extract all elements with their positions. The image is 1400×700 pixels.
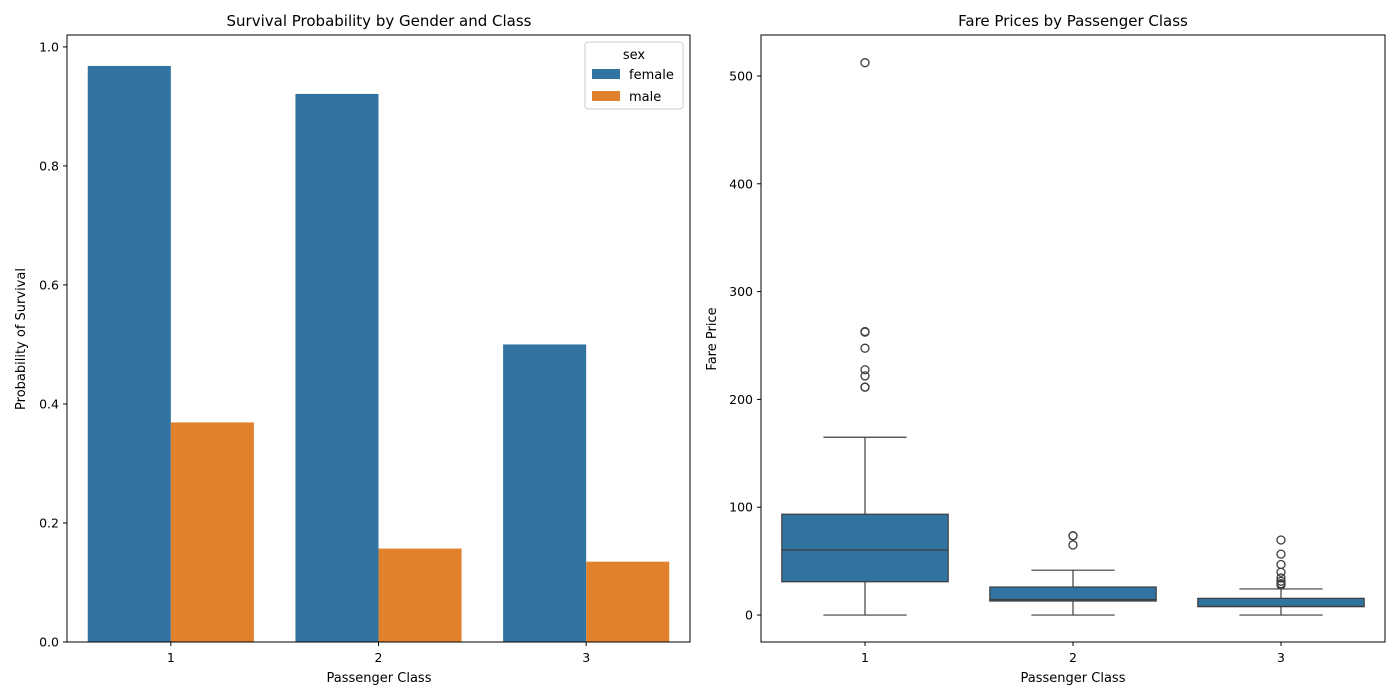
y-tick-label: 0 — [745, 608, 753, 623]
chart-title: Survival Probability by Gender and Class — [227, 12, 532, 30]
box-class-1 — [781, 58, 949, 616]
y-tick-label: 0.0 — [39, 635, 59, 650]
bars — [87, 65, 670, 642]
outlier-point — [1276, 559, 1286, 570]
chart-title: Fare Prices by Passenger Class — [958, 12, 1188, 30]
survival-bar-chart: Survival Probability by Gender and Class… — [14, 12, 691, 686]
y-tick-label: 0.8 — [39, 158, 59, 173]
box-class-3 — [1197, 535, 1365, 616]
outlier-point — [1276, 576, 1286, 586]
plot-frame — [66, 34, 691, 643]
outlier-point — [1276, 535, 1286, 545]
legend-label-female: female — [629, 68, 674, 83]
legend: sex female male — [584, 41, 684, 110]
x-tick-label: 1 — [167, 650, 175, 665]
outlier-point — [860, 58, 870, 68]
outlier-point — [1276, 579, 1286, 589]
bar-male-class-3 — [586, 561, 670, 642]
y-tick-label: 0.4 — [39, 396, 59, 411]
y-tick-label: 300 — [729, 284, 753, 299]
outlier-point — [860, 365, 870, 375]
y-tick-label: 100 — [729, 500, 753, 515]
axis-ticks: 0.0 0.2 0.4 0.6 0.8 1.0 1 2 3 — [39, 39, 590, 665]
outlier-point — [860, 382, 870, 392]
bar-female-class-2 — [295, 93, 379, 642]
plot-frame — [760, 34, 1386, 643]
bar-female-class-3 — [503, 344, 587, 642]
outlier-point — [1276, 549, 1286, 559]
outlier-point — [1068, 531, 1078, 541]
x-axis-label: Passenger Class — [1021, 671, 1126, 686]
boxes — [781, 58, 1365, 616]
outlier-point — [860, 326, 870, 337]
x-axis-label: Passenger Class — [327, 671, 432, 686]
x-tick-label: 2 — [375, 650, 383, 665]
y-tick-label: 0.2 — [39, 515, 59, 530]
bar-male-class-2 — [378, 548, 462, 642]
y-axis-label: Fare Price — [705, 307, 720, 370]
outlier-point — [860, 343, 870, 353]
box-class-2 — [989, 531, 1157, 616]
x-tick-label: 3 — [1277, 650, 1285, 665]
y-tick-label: 0.6 — [39, 277, 59, 292]
y-axis-label: Probability of Survival — [14, 268, 29, 410]
x-tick-label: 3 — [582, 650, 590, 665]
legend-swatch-female — [592, 69, 620, 79]
fare-box-plot: Fare Prices by Passenger Class Passenger… — [705, 12, 1386, 686]
axis-ticks: 0 100 200 300 400 500 1 2 3 — [729, 68, 1285, 665]
bar-male-class-1 — [170, 422, 254, 642]
x-tick-label: 2 — [1069, 650, 1077, 665]
iqr-box — [781, 513, 949, 583]
bar-female-class-1 — [87, 65, 171, 642]
y-tick-label: 500 — [729, 68, 753, 83]
y-tick-label: 200 — [729, 392, 753, 407]
outlier-point — [860, 371, 870, 381]
outlier-point — [1276, 573, 1286, 583]
legend-label-male: male — [629, 90, 661, 105]
y-tick-label: 1.0 — [39, 39, 59, 54]
legend-title: sex — [623, 48, 646, 63]
x-tick-label: 1 — [861, 650, 869, 665]
y-tick-label: 400 — [729, 176, 753, 191]
legend-swatch-male — [592, 91, 620, 101]
iqr-box — [1197, 597, 1365, 608]
iqr-box — [989, 586, 1157, 602]
outlier-point — [1068, 540, 1078, 550]
